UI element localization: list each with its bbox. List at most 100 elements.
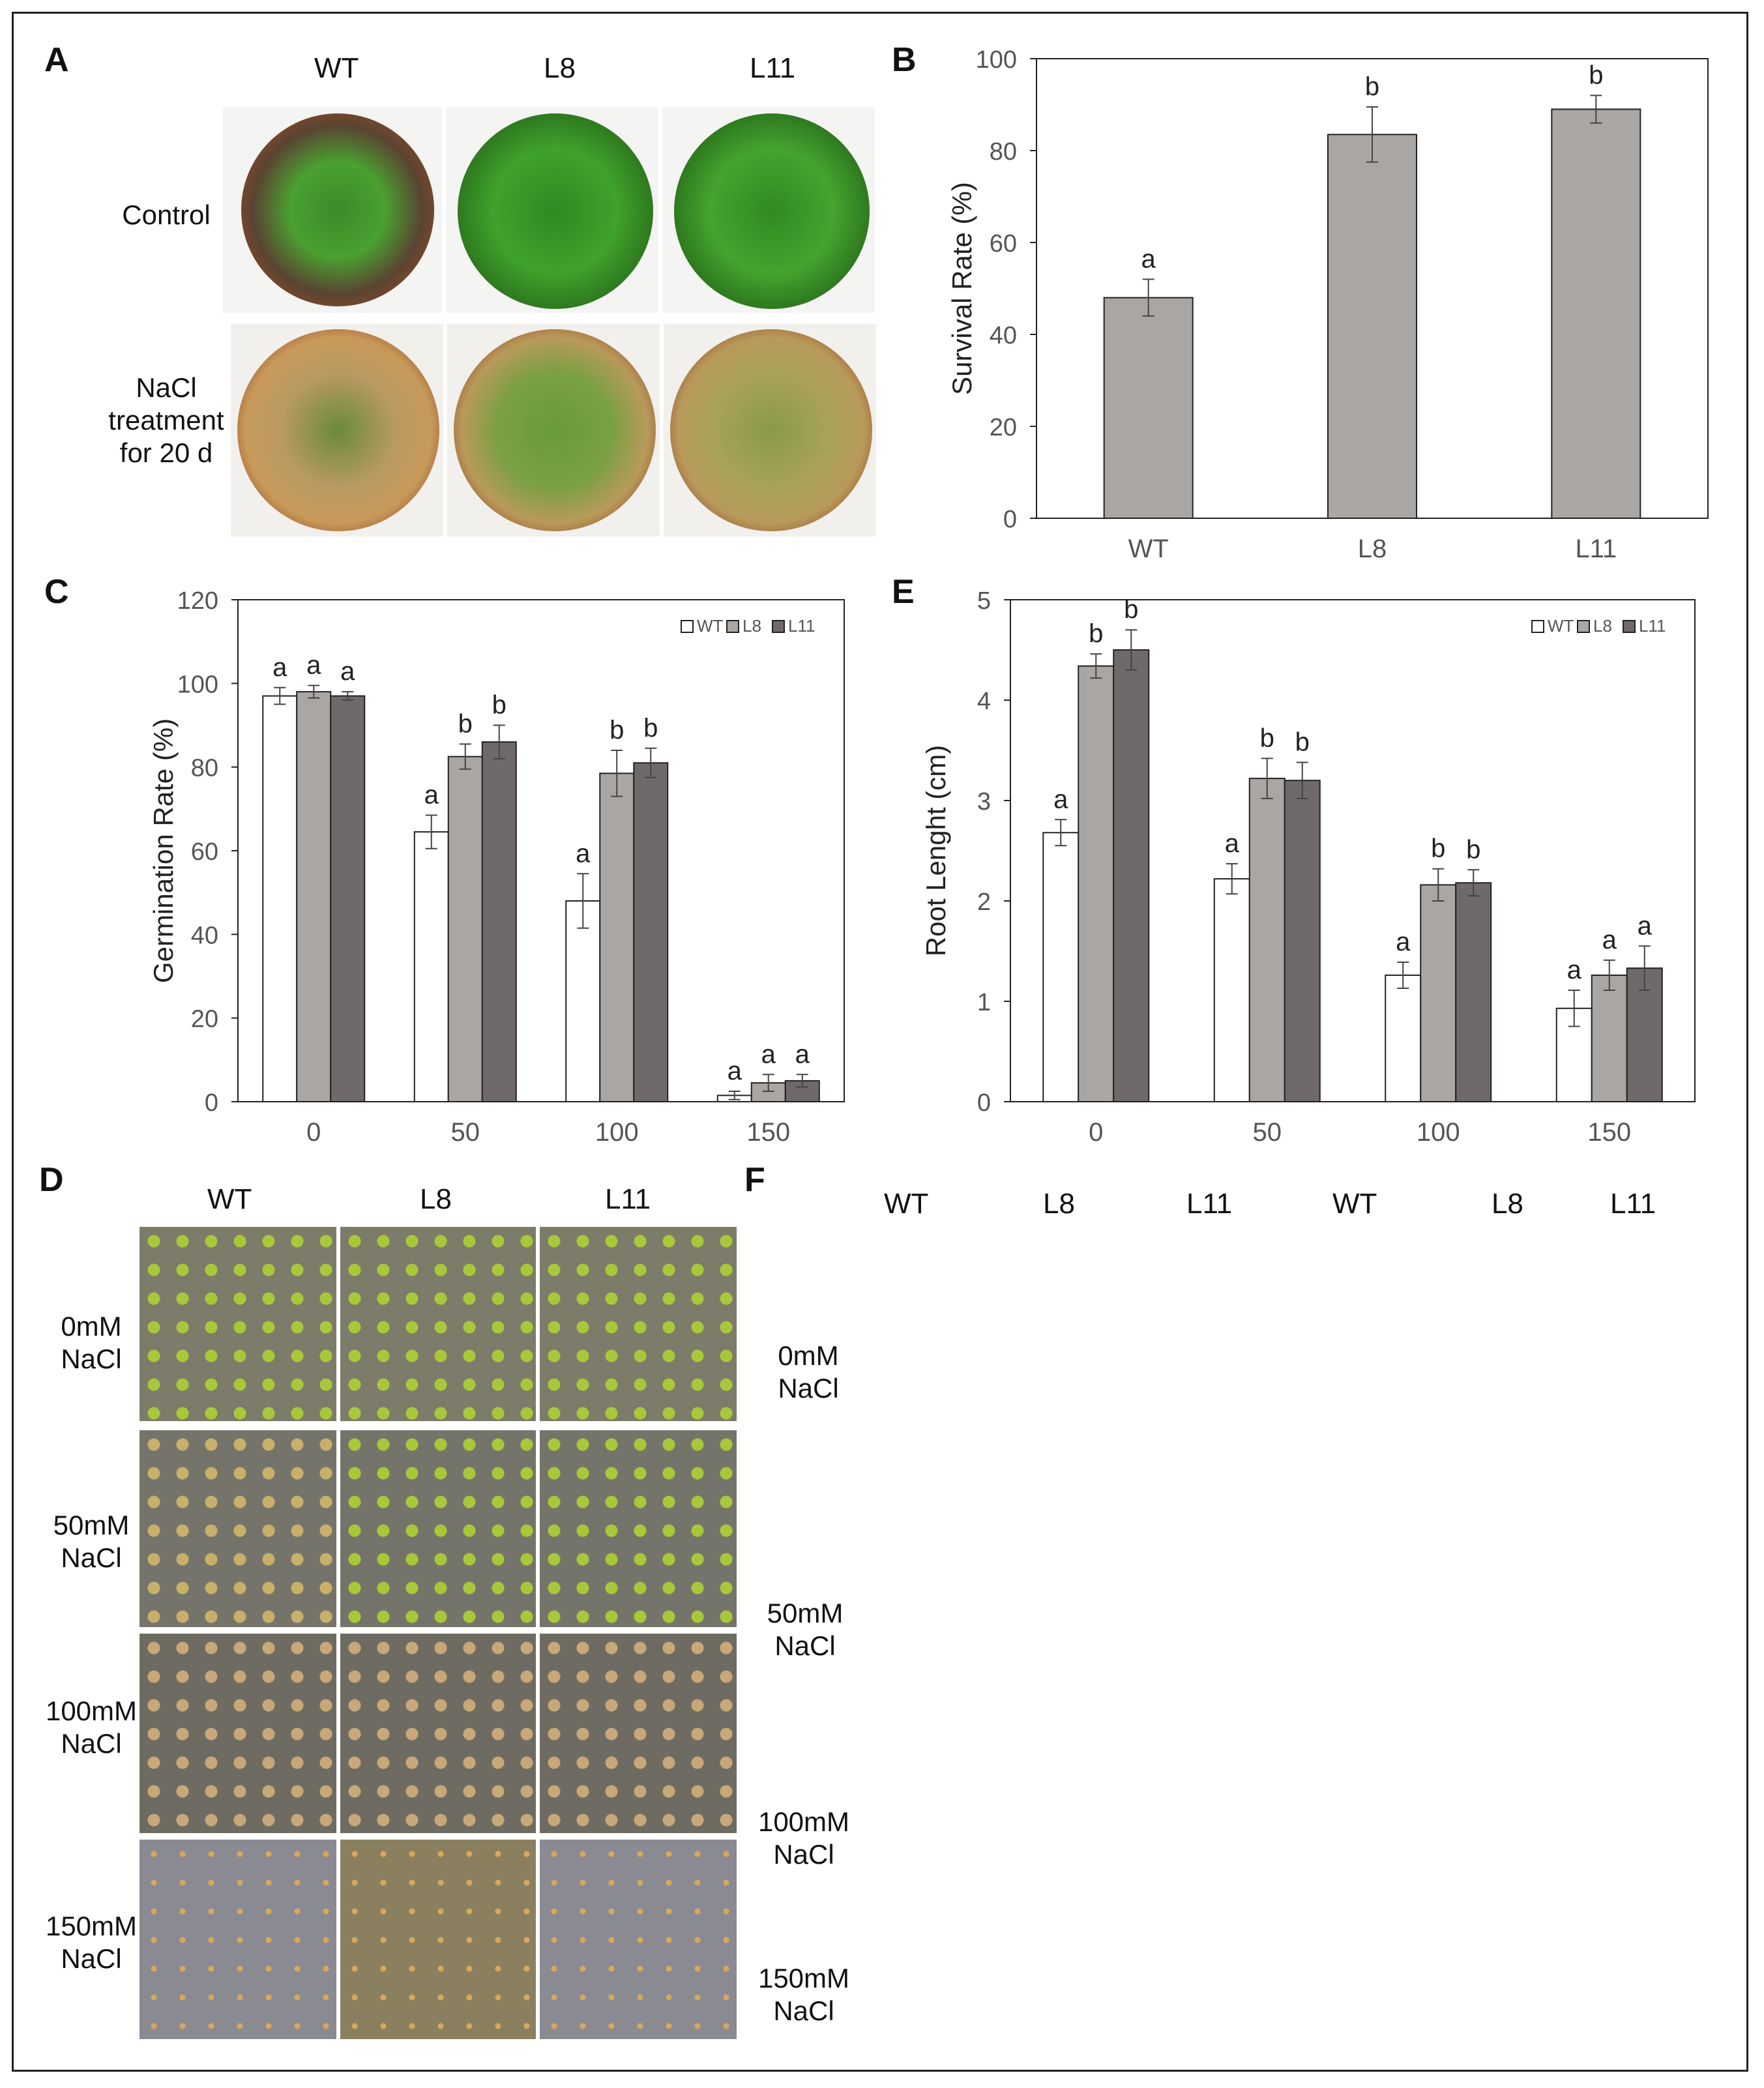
seed-plate-photo (538, 1226, 738, 1422)
x-tick-label: 100 (1417, 1118, 1460, 1147)
significance-letter: b (1295, 728, 1310, 756)
significance-letter: a (306, 651, 321, 680)
bar (1078, 665, 1115, 1102)
bar (262, 695, 298, 1103)
y-tick-label: 60 (990, 230, 1017, 257)
y-tick-label: 5 (977, 587, 991, 615)
x-tick-label: L11 (1575, 535, 1617, 563)
significance-letter: a (761, 1040, 776, 1068)
legend-swatch (1577, 620, 1590, 633)
panel-f-row-150mm: 150mM NaCl (757, 1963, 850, 2026)
panel-letter-f: F (744, 1161, 765, 1199)
seed-plate-photo (538, 1632, 738, 1834)
significance-letter: b (1431, 834, 1445, 863)
seed-plate-photo (339, 1226, 537, 1422)
photo-nacl-l11 (662, 323, 877, 538)
x-tick-label: 50 (451, 1118, 480, 1147)
seed-plate-photo (138, 1429, 338, 1628)
y-axis-label: Germination Rate (%) (148, 718, 179, 983)
legend-swatch (772, 620, 785, 633)
photo-nacl-l8 (446, 323, 661, 538)
legend-swatch (726, 620, 739, 633)
bar (1551, 108, 1641, 520)
seed-plate-photo (138, 1632, 338, 1834)
significance-letter: a (1225, 829, 1240, 858)
significance-letter: a (576, 839, 591, 868)
significance-letter: b (1260, 724, 1274, 752)
bar (1103, 297, 1194, 519)
panel-letter-e: E (892, 573, 915, 611)
panel-f-row-100mm: 100mM NaCl (757, 1806, 850, 1870)
significance-letter: a (340, 657, 355, 686)
bar (296, 691, 332, 1102)
x-tick-label: 150 (1587, 1118, 1631, 1147)
panel-d-row-0mm: 0mM NaCl (61, 1311, 122, 1374)
bar (481, 741, 517, 1102)
x-tick-label: 50 (1253, 1118, 1282, 1147)
significance-letter: b (610, 716, 624, 744)
root-plate-photo (850, 1918, 1283, 2043)
photo-control-wt (222, 106, 443, 314)
bar (1420, 884, 1457, 1102)
bar (565, 900, 601, 1102)
root-plate-photo (1284, 1227, 1717, 1506)
significance-letter: b (1365, 72, 1379, 101)
y-tick-label: 40 (990, 322, 1017, 349)
panel-d-row-50mm: 50mM NaCl (53, 1510, 130, 1573)
bar (633, 762, 669, 1102)
significance-letter: a (1602, 926, 1617, 954)
panel-letter-c: C (44, 573, 69, 611)
panel-a-row-nacl: NaCl treatment for 20 d (108, 372, 224, 468)
panel-f-col-wt-1: WT (884, 1188, 929, 1220)
y-axis-label: Root Lenght (cm) (926, 745, 951, 956)
y-tick-label: 0 (1003, 506, 1017, 533)
panel-a-col-l11: L11 (750, 52, 796, 84)
significance-letter: b (1124, 595, 1138, 624)
panel-a-col-wt: WT (314, 52, 359, 84)
significance-letter: a (1396, 928, 1411, 956)
y-tick-label: 80 (990, 138, 1017, 166)
y-tick-label: 1 (977, 989, 991, 1016)
panel-letter-a: A (44, 41, 69, 79)
x-tick-label: 0 (306, 1118, 321, 1147)
panel-d-col-wt: WT (207, 1183, 252, 1215)
significance-letter: a (1053, 785, 1068, 814)
significance-letter: b (643, 714, 658, 743)
y-tick-label: 2 (977, 889, 991, 916)
significance-letter: a (1567, 956, 1582, 984)
bar (1213, 878, 1250, 1102)
root-plate-photo (1284, 1508, 1717, 1733)
bar (1248, 778, 1286, 1102)
bar (413, 831, 449, 1102)
y-tick-label: 20 (990, 414, 1017, 441)
legend-label: L8 (742, 616, 761, 636)
significance-letter: b (1089, 619, 1103, 648)
panel-f-col-l8-1: L8 (1043, 1188, 1075, 1220)
root-plate-photo (850, 1508, 1283, 1733)
photo-control-l11 (661, 106, 876, 314)
y-tick-label: 0 (977, 1089, 991, 1117)
significance-letter: a (424, 780, 439, 809)
panel-d-row-150mm: 150mM NaCl (45, 1911, 138, 1974)
survival-rate-chart: 0 20 40 60 80 100 Survival Rate (%) WT L8 L11 a b b (947, 46, 1709, 563)
bar (1042, 832, 1080, 1102)
significance-letter: b (1466, 835, 1480, 864)
legend-label: WT (1548, 616, 1574, 636)
panel-f-col-l8-2: L8 (1492, 1188, 1523, 1220)
y-tick-label: 40 (191, 922, 218, 949)
germination-rate-chart: 0 20 40 60 80 100 120 Germination Rate (%) 0 50 10… (148, 587, 845, 1147)
x-tick-label: 150 (746, 1118, 790, 1147)
significance-letter: b (1589, 61, 1603, 89)
panel-d-col-l11: L11 (605, 1183, 651, 1215)
x-tick-label: WT (1128, 535, 1169, 563)
significance-letter: a (272, 653, 287, 682)
panel-a-col-l8: L8 (544, 52, 576, 84)
bar (1327, 134, 1417, 519)
legend-label: L11 (788, 616, 815, 636)
panel-f-row-0mm: 0mM NaCl (778, 1340, 839, 1404)
x-tick-label: L8 (1358, 535, 1387, 563)
y-tick-label: 3 (977, 788, 991, 816)
y-tick-label: 100 (976, 46, 1017, 74)
y-tick-label: 0 (205, 1089, 218, 1117)
